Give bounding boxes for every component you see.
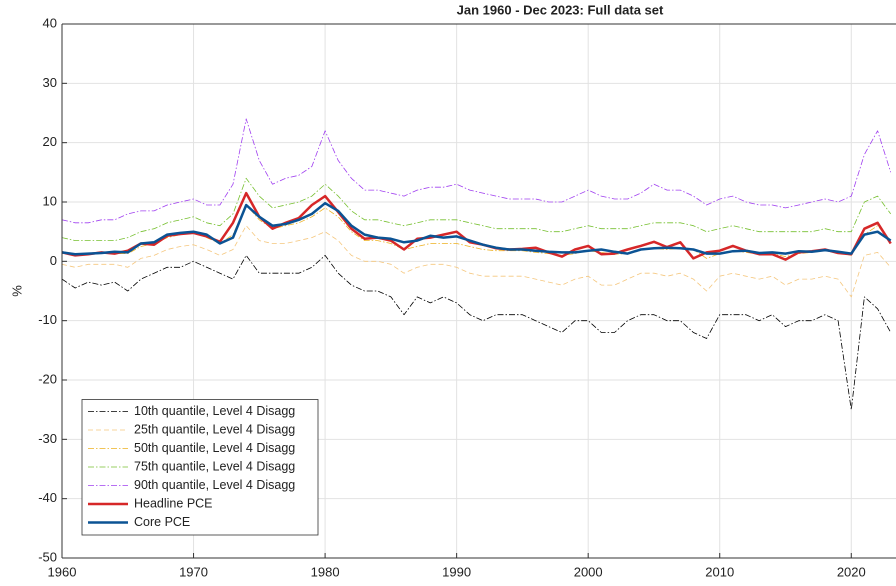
y-axis-label: % xyxy=(9,285,24,297)
y-tick-label: 0 xyxy=(50,253,57,268)
legend-label: 10th quantile, Level 4 Disagg xyxy=(134,404,295,418)
plot-area xyxy=(62,118,892,411)
legend-label: 75th quantile, Level 4 Disagg xyxy=(134,459,295,473)
series-line xyxy=(62,177,892,241)
legend: 10th quantile, Level 4 Disagg 25th quanti… xyxy=(81,399,319,536)
series-line xyxy=(62,118,892,224)
x-tick-label: 1990 xyxy=(442,564,471,579)
y-tick-label: -10 xyxy=(38,312,57,327)
series-line xyxy=(62,255,892,411)
series-line xyxy=(62,201,892,256)
y-tick-label: 10 xyxy=(43,193,57,208)
y-tick-label: -20 xyxy=(38,371,57,386)
x-tick-label: 2020 xyxy=(837,564,866,579)
y-tick-label: -30 xyxy=(38,431,57,446)
legend-label: 50th quantile, Level 4 Disagg xyxy=(134,441,295,455)
series-line xyxy=(62,191,892,261)
legend-label: Headline PCE xyxy=(134,496,213,510)
legend-label: Core PCE xyxy=(134,515,190,529)
y-tick-label: -50 xyxy=(38,549,57,564)
axes: -50 -40 -30 -20 -10 0 10 20 30 40 1960 1970 1980 1990… xyxy=(38,15,896,579)
legend-box xyxy=(81,399,319,536)
chart-title: Jan 1960 - Dec 2023: Full data set xyxy=(457,2,664,17)
x-tick-label: 2010 xyxy=(705,564,734,579)
y-tick-label: 30 xyxy=(43,75,57,90)
x-tick-label: 1970 xyxy=(179,564,208,579)
y-tick-label: 40 xyxy=(43,15,57,30)
legend-label: 90th quantile, Level 4 Disagg xyxy=(134,478,295,492)
x-tick-label: 1960 xyxy=(48,564,77,579)
legend-label: 25th quantile, Level 4 Disagg xyxy=(134,422,295,436)
x-tick-label: 2000 xyxy=(574,564,603,579)
y-tick-label: 20 xyxy=(43,134,57,149)
series-line xyxy=(62,225,892,298)
y-tick-label: -40 xyxy=(38,490,57,505)
x-tick-label: 1980 xyxy=(311,564,340,579)
